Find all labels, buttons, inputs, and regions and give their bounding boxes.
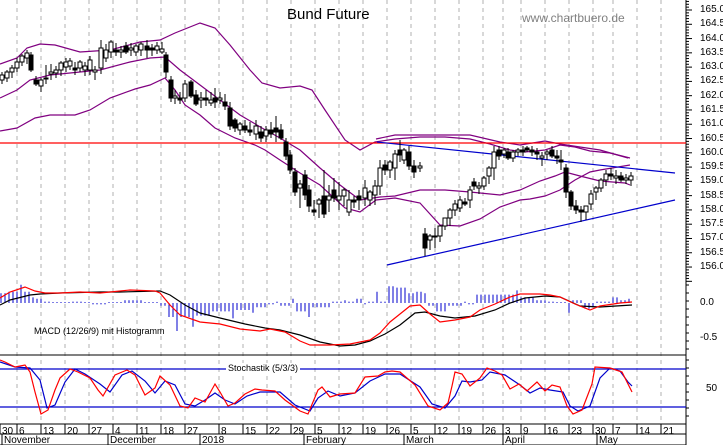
price-tick: 162.0 — [700, 89, 723, 101]
price-tick: 163.0 — [700, 61, 723, 73]
price-tick: 162.5 — [700, 75, 723, 87]
month-label: December — [110, 435, 157, 446]
price-tick: 159.0 — [700, 175, 723, 187]
day-tick: 27 — [187, 426, 199, 437]
day-tick: 12 — [437, 426, 449, 437]
macd-tick: -0.5 — [700, 332, 718, 343]
day-tick: 22 — [269, 426, 281, 437]
day-tick: 5 — [317, 426, 323, 437]
day-tick: 30 — [2, 426, 14, 437]
price-tick: 156.5 — [700, 246, 723, 258]
price-tick: 163.5 — [700, 46, 723, 58]
day-tick: 12 — [341, 426, 353, 437]
month-label: February — [306, 435, 347, 446]
price-tick: 160.5 — [700, 132, 723, 144]
price-tick: 158.5 — [700, 189, 723, 201]
price-tick: 164.0 — [700, 32, 723, 44]
day-tick: 14 — [639, 426, 651, 437]
month-label: 2018 — [202, 435, 225, 446]
price-tick: 158.0 — [700, 203, 723, 215]
month-label: March — [406, 435, 434, 446]
day-tick: 8 — [221, 426, 227, 437]
day-tick: 15 — [245, 426, 257, 437]
day-tick: 23 — [571, 426, 583, 437]
price-tick: 159.5 — [700, 161, 723, 173]
day-tick: 30 — [595, 426, 607, 437]
day-tick: 19 — [461, 426, 473, 437]
month-label: May — [599, 435, 618, 446]
day-tick: 9 — [523, 426, 529, 437]
day-tick: 20 — [67, 426, 79, 437]
day-tick: 16 — [547, 426, 559, 437]
source-watermark: www.chartbuero.de — [522, 11, 625, 25]
day-tick: 6 — [19, 426, 25, 437]
month-label: April — [505, 435, 526, 446]
day-tick: 29 — [293, 426, 305, 437]
price-tick: 161.5 — [700, 103, 723, 115]
stochastic-label: Stochastik (5/3/3) — [226, 363, 301, 373]
day-tick: 7 — [615, 426, 621, 437]
price-tick: 157.5 — [700, 218, 723, 230]
day-tick: 4 — [115, 426, 121, 437]
day-tick: 26 — [389, 426, 401, 437]
day-tick: 11 — [139, 426, 150, 437]
day-tick: 19 — [365, 426, 377, 437]
day-tick: 27 — [91, 426, 103, 437]
stoch-tick: 50 — [706, 383, 718, 394]
macd-label: MACD (12/26/9) mit Histogramm — [34, 326, 165, 336]
chart-title: Bund Future — [287, 6, 370, 23]
macd-tick: 0.0 — [700, 297, 714, 308]
day-tick: 26 — [485, 426, 497, 437]
day-tick: 21 — [663, 426, 675, 437]
day-tick: 3 — [505, 426, 511, 437]
price-tick: 157.0 — [700, 232, 723, 244]
day-tick: 18 — [163, 426, 175, 437]
day-tick: 13 — [43, 426, 55, 437]
price-tick: 160.0 — [700, 146, 723, 158]
price-tick: 164.5 — [700, 18, 723, 30]
price-tick: 161.0 — [700, 118, 723, 130]
price-tick: 165.0 — [700, 4, 723, 15]
day-tick: 5 — [413, 426, 419, 437]
month-label: November — [4, 435, 51, 446]
price-tick: 156.0 — [700, 261, 723, 273]
